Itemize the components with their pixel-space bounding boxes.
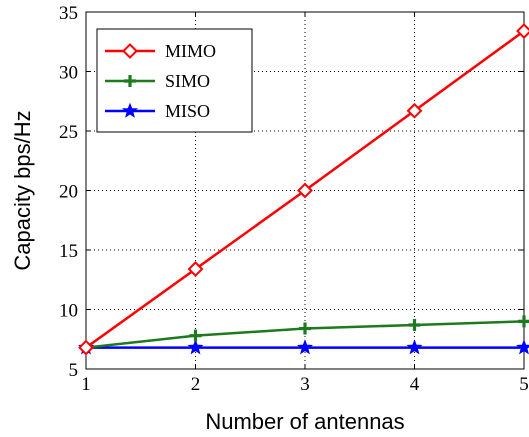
series-miso (78, 339, 529, 355)
y-tick-label: 25 (59, 122, 78, 143)
legend-marker (124, 75, 136, 87)
data-point-miso (187, 339, 204, 355)
data-point-mimo (516, 23, 529, 39)
series-mimo (78, 23, 529, 356)
legend-label: SIMO (165, 71, 210, 91)
data-point-simo (518, 315, 529, 328)
legend-item-mimo: MIMO (105, 41, 216, 61)
y-tick-label: 5 (69, 360, 79, 381)
data-point-mimo (406, 102, 423, 119)
legend: MIMO SIMO MISO (96, 28, 253, 133)
y-tick-label: 30 (59, 63, 78, 84)
legend-label: MIMO (165, 41, 216, 61)
data-point-miso (297, 339, 313, 355)
y-tick-label: 10 (59, 301, 78, 322)
x-tick-label: 2 (191, 374, 201, 395)
x-tick-label: 4 (410, 374, 420, 395)
legend-marker (122, 102, 138, 118)
legend-marker (122, 43, 138, 59)
legend-item-miso: MISO (105, 101, 210, 121)
data-point-miso (406, 339, 423, 355)
x-tick-label: 1 (81, 374, 91, 395)
data-point-simo (189, 329, 202, 342)
legend-item-simo: SIMO (105, 71, 210, 91)
axis-ticks: 1 2 3 4 5 5 10 15 20 25 30 35 (59, 3, 529, 395)
y-axis-title: Capacity bps/Hz (10, 110, 35, 270)
data-point-mimo (187, 261, 204, 277)
data-point-simo (408, 318, 421, 331)
y-tick-label: 15 (59, 241, 78, 262)
data-point-miso (516, 339, 529, 355)
x-tick-label: 5 (519, 374, 529, 395)
data-point-simo (299, 322, 311, 335)
data-point-mimo (78, 339, 94, 356)
x-axis-title: Number of antennas (205, 409, 404, 434)
y-tick-label: 35 (59, 3, 78, 24)
series-lines (78, 23, 529, 356)
legend-label: MISO (165, 101, 210, 121)
y-tick-label: 20 (59, 182, 78, 203)
x-tick-label: 3 (300, 374, 310, 395)
data-point-mimo (297, 182, 313, 199)
